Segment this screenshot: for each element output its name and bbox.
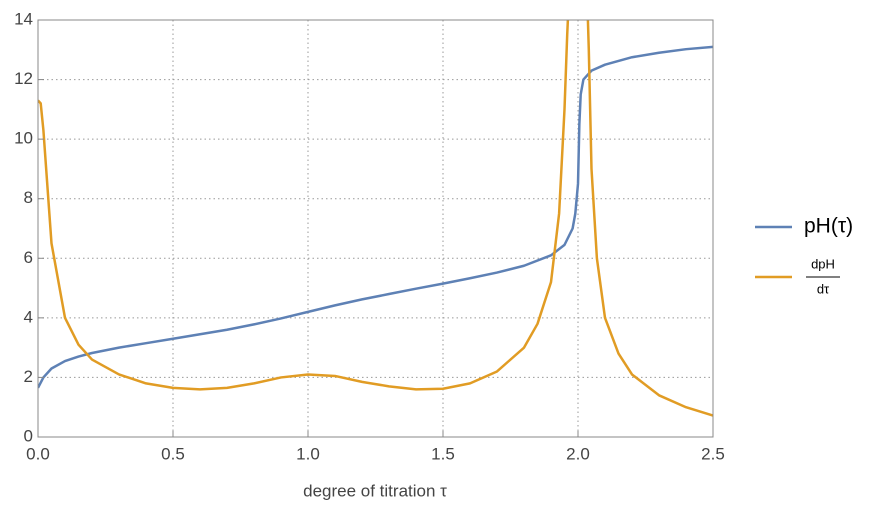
- x-tick-label: 0.5: [161, 444, 185, 463]
- grid: [37, 19, 714, 438]
- x-tick-label: 0.0: [26, 444, 50, 463]
- legend: pH(τ) dpH dτ: [755, 215, 853, 296]
- y-tick-label: 12: [14, 69, 33, 88]
- y-tick-label: 10: [14, 129, 33, 148]
- frame: [37, 19, 714, 438]
- series-line: [38, 20, 713, 417]
- legend-label-denominator: dτ: [817, 281, 830, 296]
- y-tick-label: 0: [24, 426, 33, 445]
- x-tick-label: 2.5: [701, 444, 725, 463]
- y-tick-label: 14: [14, 9, 33, 28]
- x-tick-label: 1.0: [296, 444, 320, 463]
- x-tick-label: 2.0: [566, 444, 590, 463]
- y-tick-label: 8: [24, 188, 33, 207]
- y-tick-label: 6: [24, 248, 33, 267]
- x-axis-label: degree of titration τ: [303, 481, 447, 500]
- legend-label-numerator: dpH: [811, 256, 835, 271]
- plot-area: [38, 20, 713, 417]
- x-tick-label: 1.5: [431, 444, 455, 463]
- legend-label: pH(τ): [804, 215, 853, 238]
- y-tick-label: 2: [24, 367, 33, 386]
- y-tick-label: 4: [24, 307, 33, 326]
- series-line: [38, 45, 713, 389]
